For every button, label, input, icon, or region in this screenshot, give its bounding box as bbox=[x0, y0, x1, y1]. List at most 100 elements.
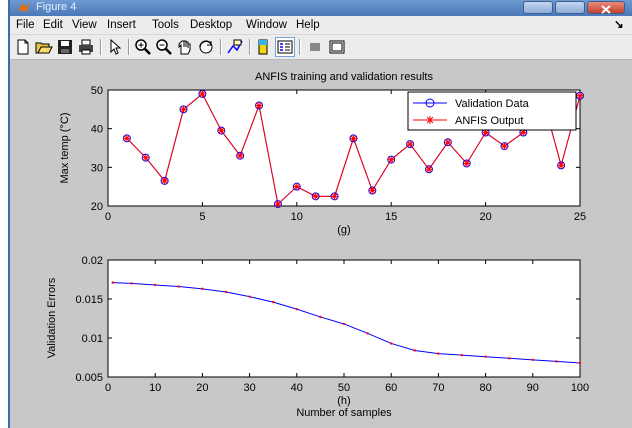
x-tick-label: 90 bbox=[527, 382, 539, 394]
x-tick-label: 0 bbox=[105, 211, 111, 223]
toolbar bbox=[10, 35, 632, 60]
validation-error-point bbox=[437, 352, 440, 355]
y-tick-label: 0.015 bbox=[75, 294, 103, 306]
anfis-output-point bbox=[255, 101, 263, 109]
y-tick-label: 0.02 bbox=[82, 255, 103, 267]
open-icon[interactable] bbox=[35, 38, 53, 56]
x-axis-label-top: (g) bbox=[337, 224, 350, 236]
y-axis-label-bottom: Validation Errors bbox=[46, 277, 58, 358]
validation-error-point bbox=[460, 353, 464, 357]
axes-top[interactable]: ANFIS training and validation results 0 5… bbox=[59, 71, 586, 236]
chart-title-top: ANFIS training and validation results bbox=[255, 71, 433, 83]
anfis-output-point bbox=[293, 183, 301, 191]
menu-desktop[interactable]: Desktop bbox=[190, 19, 233, 31]
minimize-button[interactable] bbox=[523, 1, 553, 14]
x-tick-label: 10 bbox=[291, 211, 303, 223]
anfis-output-point bbox=[387, 156, 395, 164]
close-icon bbox=[601, 5, 611, 14]
legend[interactable]: Validation Data ANFIS Output bbox=[407, 91, 577, 131]
anfis-output-point bbox=[123, 134, 131, 142]
x-axis-label-bottom-2: Number of samples bbox=[296, 407, 392, 419]
validation-error-point bbox=[319, 315, 322, 319]
validation-error-point bbox=[578, 361, 582, 365]
anfis-output-point bbox=[198, 90, 206, 98]
x-tick-label: 100 bbox=[571, 382, 589, 394]
legend-icon[interactable] bbox=[275, 37, 295, 57]
anfis-output-point bbox=[161, 177, 169, 185]
dock-arrow-icon[interactable]: ↘ bbox=[614, 19, 624, 31]
figure-window: Figure 4 File Edit View Insert Tools Des… bbox=[8, 0, 632, 428]
pan-icon[interactable] bbox=[176, 38, 194, 56]
validation-error-point bbox=[130, 282, 133, 285]
zoom-out-icon[interactable] bbox=[155, 38, 173, 56]
x-tick-label: 60 bbox=[385, 382, 397, 394]
validation-error-point bbox=[366, 332, 369, 335]
validation-error-point bbox=[248, 295, 251, 298]
save-icon[interactable] bbox=[56, 38, 74, 56]
toolbar-separator bbox=[299, 39, 301, 55]
x-tick-label: 25 bbox=[574, 211, 586, 223]
y-tick-label: 20 bbox=[91, 201, 103, 213]
y-axis-label-top: Max temp (°C) bbox=[59, 112, 71, 183]
close-button[interactable] bbox=[587, 1, 625, 14]
x-tick-label: 10 bbox=[149, 382, 161, 394]
anfis-output-point bbox=[142, 154, 150, 162]
menu-bar: File Edit View Insert Tools Desktop Wind… bbox=[10, 16, 632, 35]
y-tick-label: 30 bbox=[91, 162, 103, 174]
print-icon[interactable] bbox=[77, 38, 95, 56]
x-tick-label: 20 bbox=[196, 382, 208, 394]
toolbar-separator bbox=[220, 39, 222, 55]
anfis-output-point bbox=[406, 140, 414, 148]
x-tick-label: 80 bbox=[479, 382, 491, 394]
hide-plot-tools-icon[interactable] bbox=[306, 38, 324, 56]
x-tick-label: 0 bbox=[105, 382, 111, 394]
title-bar: Figure 4 bbox=[10, 0, 632, 16]
x-tick-label: 20 bbox=[479, 211, 491, 223]
menu-file[interactable]: File bbox=[16, 19, 35, 31]
validation-error-point bbox=[555, 360, 558, 363]
menu-window[interactable]: Window bbox=[246, 19, 287, 31]
anfis-output-point bbox=[217, 127, 225, 135]
anfis-output-point bbox=[331, 192, 339, 200]
legend-box bbox=[407, 91, 577, 131]
menu-view[interactable]: View bbox=[72, 19, 97, 31]
toolbar-separator bbox=[128, 39, 130, 55]
anfis-output-point bbox=[444, 138, 452, 146]
anfis-output-point bbox=[349, 134, 357, 142]
show-plot-tools-icon[interactable] bbox=[328, 38, 346, 56]
data-cursor-icon[interactable] bbox=[226, 38, 244, 56]
colorbar-icon[interactable] bbox=[255, 38, 273, 56]
validation-error-point bbox=[484, 355, 487, 358]
x-tick-label: 40 bbox=[291, 382, 303, 394]
anfis-output-point bbox=[519, 129, 527, 137]
maximize-button[interactable] bbox=[555, 1, 585, 14]
pointer-icon[interactable] bbox=[106, 38, 124, 56]
anfis-output-point bbox=[425, 165, 433, 173]
rotate-icon[interactable] bbox=[197, 38, 215, 56]
menu-help[interactable]: Help bbox=[296, 19, 320, 31]
menu-edit[interactable]: Edit bbox=[43, 19, 63, 31]
validation-error-point bbox=[272, 300, 275, 304]
anfis-output-point bbox=[576, 92, 584, 100]
validation-error-point bbox=[201, 287, 204, 291]
x-tick-label: 5 bbox=[199, 211, 205, 223]
y-tick-label: 0.01 bbox=[82, 333, 103, 345]
anfis-output-point bbox=[463, 159, 471, 167]
axes-bottom[interactable]: 0 10 20 30 40 50 60 70 80 90 100 0.005 0.01 0.015 0.02… bbox=[46, 255, 589, 419]
anfis-output-point bbox=[368, 187, 376, 195]
legend-marker-star bbox=[426, 116, 434, 124]
validation-error-point bbox=[154, 283, 157, 287]
validation-error-point bbox=[177, 285, 180, 288]
x-tick-label: 50 bbox=[338, 382, 350, 394]
zoom-in-icon[interactable] bbox=[134, 38, 152, 56]
validation-error-point bbox=[413, 349, 416, 352]
new-figure-icon[interactable] bbox=[14, 38, 32, 56]
toolbar-separator bbox=[249, 39, 251, 55]
legend-label-validation: Validation Data bbox=[455, 98, 530, 110]
anfis-output-point bbox=[500, 142, 508, 150]
menu-insert[interactable]: Insert bbox=[107, 19, 136, 31]
y-tick-label: 0.005 bbox=[75, 372, 103, 384]
validation-error-point bbox=[224, 290, 228, 294]
x-axis-label-bottom: (h) bbox=[337, 395, 350, 407]
menu-tools[interactable]: Tools bbox=[152, 19, 179, 31]
